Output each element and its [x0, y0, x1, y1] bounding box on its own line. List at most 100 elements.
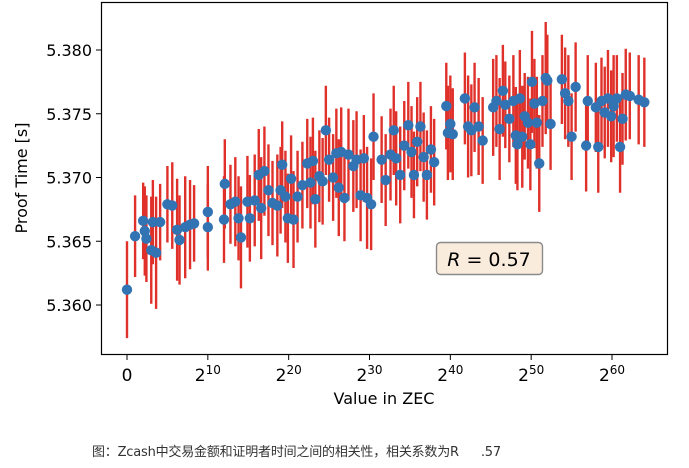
data-point	[534, 158, 545, 169]
data-point	[459, 93, 471, 104]
data-point	[517, 131, 528, 142]
data-point	[320, 125, 332, 136]
data-point	[202, 222, 214, 233]
x-tick-label: 220	[276, 363, 302, 386]
data-point	[147, 216, 159, 228]
data-point	[537, 95, 548, 107]
annotation-text: R = 0.57	[447, 249, 531, 271]
data-point	[202, 206, 214, 218]
x-tick-label: 250	[518, 363, 544, 386]
data-point	[235, 232, 247, 243]
data-point	[494, 123, 505, 135]
data-point	[390, 153, 402, 164]
data-point	[593, 141, 604, 153]
data-point	[259, 165, 270, 177]
data-point	[580, 140, 592, 151]
data-point	[327, 172, 339, 183]
data-point	[380, 174, 391, 186]
data-point	[280, 191, 291, 202]
data-point	[399, 140, 410, 151]
data-point	[129, 230, 141, 242]
y-axis-ticks: 5.360 5.365 5.370 5.375 5.380	[46, 41, 102, 315]
data-point	[307, 155, 319, 167]
data-point	[388, 125, 399, 136]
data-point	[469, 102, 480, 113]
data-point	[230, 196, 241, 207]
data-point	[525, 139, 536, 150]
data-point	[288, 214, 299, 225]
data-point	[491, 95, 502, 107]
data-point	[395, 169, 406, 181]
data-point	[428, 157, 440, 168]
data-point	[617, 113, 628, 125]
data-point	[141, 233, 152, 244]
data-point	[582, 95, 593, 107]
data-point	[624, 90, 635, 102]
data-point	[292, 191, 303, 202]
data-point	[447, 128, 458, 140]
caption-suffix: .57	[480, 445, 501, 460]
data-point	[441, 100, 452, 112]
y-tick-label: 5.370	[46, 169, 92, 188]
data-point	[272, 200, 283, 211]
data-point	[343, 149, 354, 160]
data-point	[403, 120, 414, 131]
data-point	[529, 98, 540, 109]
data-point	[614, 141, 626, 153]
data-point	[445, 118, 456, 130]
data-point	[167, 200, 178, 211]
data-point	[218, 214, 230, 225]
data-point	[277, 159, 288, 170]
data-point	[263, 185, 274, 196]
data-point	[285, 173, 297, 184]
data-point	[174, 234, 185, 246]
x-tick-label: 210	[195, 363, 221, 386]
data-point	[339, 192, 350, 204]
data-point	[473, 121, 484, 132]
data-point	[522, 117, 534, 128]
data-point	[406, 146, 417, 158]
y-tick-label: 5.375	[46, 105, 92, 124]
x-axis-ticks: 0 210 220 230 240 250 260	[122, 354, 625, 386]
data-point	[171, 224, 183, 235]
data-point	[477, 135, 488, 146]
data-point	[244, 213, 256, 224]
x-tick-label: 240	[437, 363, 463, 386]
data-point	[500, 99, 511, 111]
y-tick-label: 5.360	[46, 296, 92, 315]
data-point	[297, 179, 308, 191]
data-point	[605, 111, 617, 122]
data-point	[365, 199, 377, 210]
correlation-annotation: R = 0.57	[435, 241, 544, 276]
y-tick-label: 5.365	[46, 232, 92, 251]
data-point	[497, 85, 509, 97]
data-point	[323, 154, 335, 165]
data-point	[563, 95, 574, 107]
data-point	[514, 93, 526, 104]
data-point	[542, 75, 553, 86]
y-tick-label: 5.380	[46, 41, 92, 60]
data-point	[531, 117, 543, 128]
y-axis-label: Proof Time [s]	[12, 123, 31, 234]
data-point	[418, 151, 429, 163]
annotation-box	[435, 241, 544, 276]
data-point	[512, 139, 523, 150]
data-point	[602, 93, 614, 104]
data-point	[333, 182, 344, 193]
data-point	[150, 247, 162, 258]
figure-caption: 图：Zcash中交易金额和证明者时间之间的相关性，相关系数为R .57	[92, 441, 501, 460]
data-point	[566, 131, 577, 142]
data-point	[368, 131, 379, 142]
data-point	[376, 154, 387, 165]
data-point	[526, 76, 538, 88]
data-point	[639, 97, 650, 108]
x-tick-label: 260	[599, 363, 625, 386]
data-point	[154, 216, 166, 228]
data-point	[317, 176, 328, 187]
data-point	[408, 169, 420, 181]
data-point	[310, 193, 321, 205]
x-tick-label: 230	[356, 363, 382, 386]
data-point	[137, 215, 149, 227]
caption-prefix: 图：Zcash中交易金额和证明者时间之间的相关性，相关系数为R	[92, 445, 459, 460]
